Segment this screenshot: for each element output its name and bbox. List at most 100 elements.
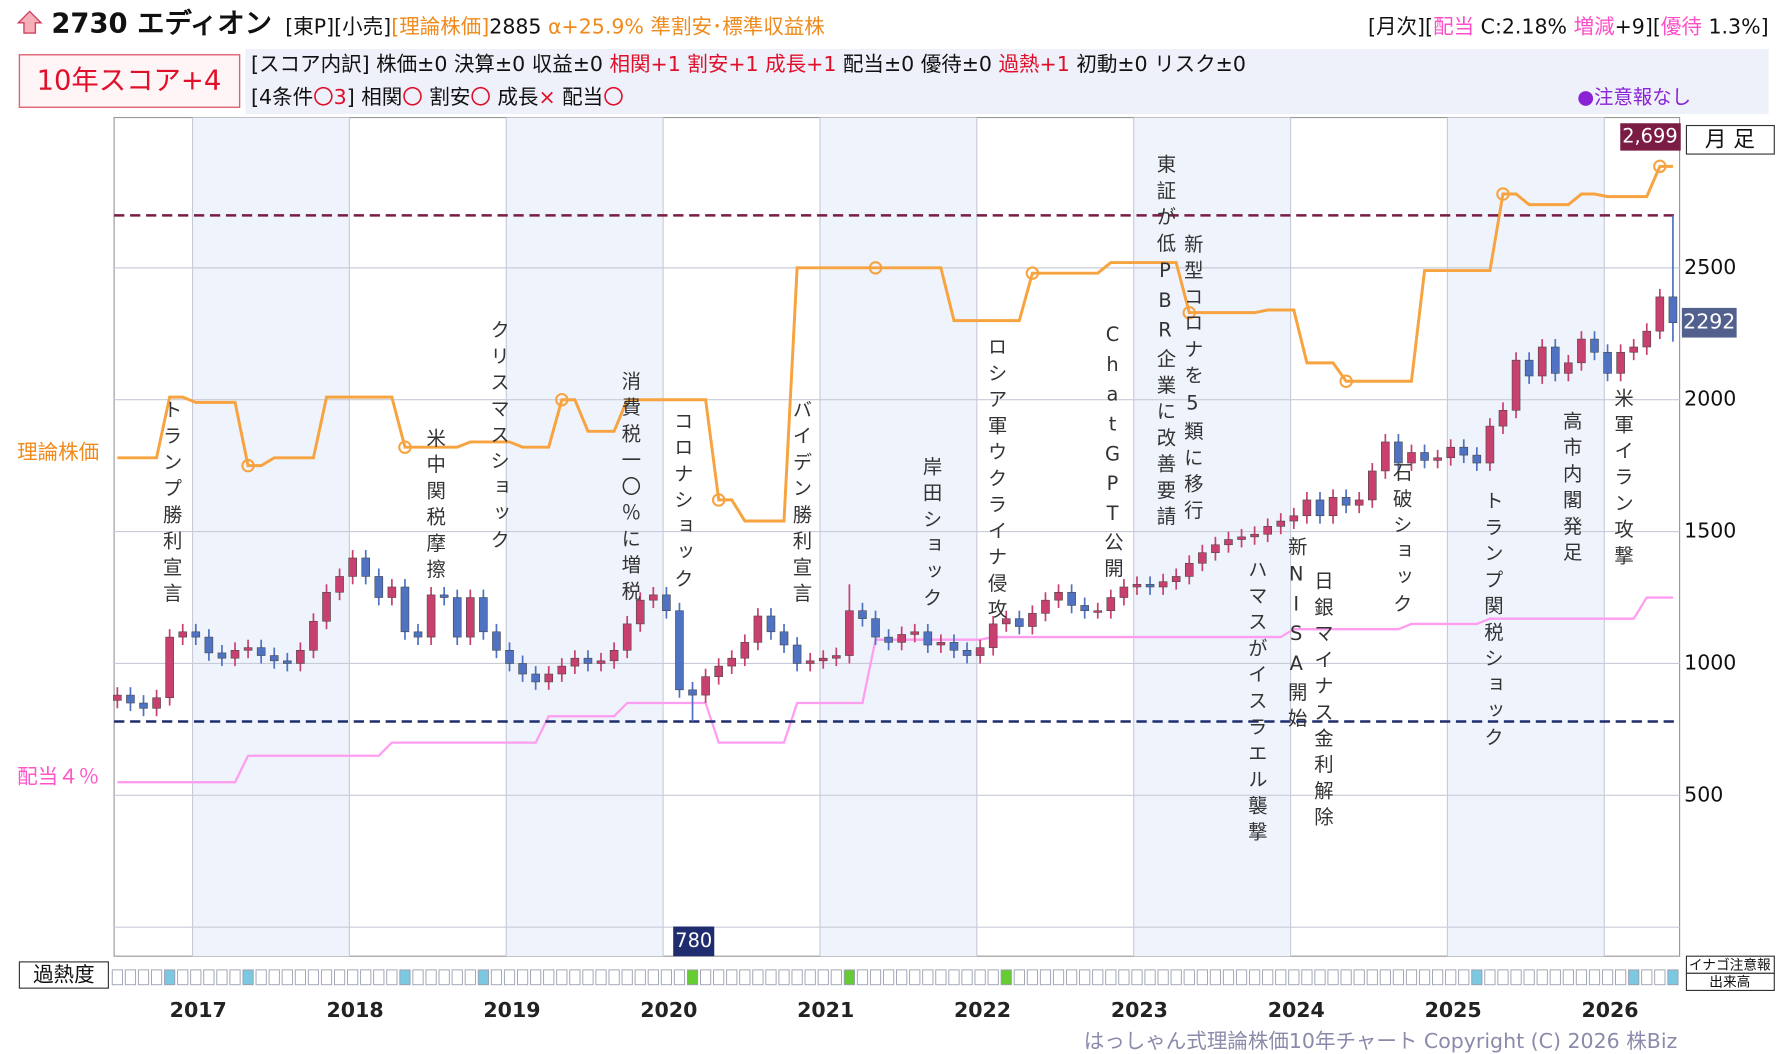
monthly-info-part: C:2.18% (1474, 14, 1573, 38)
candle-body (1302, 499, 1312, 517)
update-marker (868, 261, 883, 275)
overheat-cell (1615, 969, 1627, 986)
overheat-cell (621, 969, 633, 986)
candle-body (1067, 591, 1076, 606)
header-info-part: 2885 (489, 14, 541, 38)
overheat-cell (1013, 969, 1025, 986)
candle-body (322, 591, 331, 622)
year-band (192, 117, 350, 957)
overheat-cell (490, 969, 503, 986)
score-breakdown-part: 初動±0 リスク±0 (1070, 52, 1246, 76)
x-tick-label: 2017 (170, 998, 227, 1022)
candle-body (243, 647, 253, 651)
candle-body (1446, 446, 1455, 459)
overheat-label: 過熱度 (33, 963, 95, 987)
candle-body (792, 644, 802, 664)
x-tick-label: 2020 (640, 998, 697, 1022)
candle-body (1629, 346, 1638, 353)
candle-body (178, 631, 188, 638)
candle-body (1590, 338, 1599, 353)
overheat-cell (909, 969, 921, 986)
y-tick-label: 1000 (1684, 650, 1736, 674)
score-breakdown-part: [スコア内訳] 株価±0 決算±0 収益±0 (251, 52, 610, 76)
overheat-cell (752, 969, 764, 986)
overheat-cell (438, 969, 450, 986)
candle-body (1276, 520, 1286, 527)
year-band (506, 117, 664, 957)
overheat-cell (1026, 969, 1038, 986)
overheat-cell (1588, 969, 1601, 986)
overheat-cell (1484, 969, 1496, 986)
update-marker (1182, 305, 1196, 320)
overheat-cell (150, 969, 163, 986)
event-label: クリスマスショック (487, 320, 510, 556)
overheat-cell (1314, 969, 1326, 986)
update-marker (555, 392, 569, 407)
overheat-cell (229, 969, 241, 986)
overheat-cell (1628, 969, 1640, 986)
overheat-cell (1392, 969, 1405, 986)
conditions-part: 配当 (556, 85, 604, 109)
header-info-part: 準割安･標準収益株 (644, 14, 825, 38)
candle-body (1041, 599, 1050, 614)
candle-body (740, 642, 750, 659)
copyright: はっしゃん式理論株価10年チャート Copyright (C) 2026 株Bi… (1084, 1029, 1678, 1053)
candle-body (701, 676, 710, 696)
candle-body (361, 557, 371, 577)
candle-body (649, 594, 658, 601)
candle-body (1080, 605, 1089, 611)
update-marker (1496, 187, 1510, 201)
candle-body (583, 657, 593, 664)
series-line (117, 164, 1673, 523)
candle-body (1237, 536, 1246, 540)
overheat-cell (987, 969, 999, 986)
overheat-cell (974, 969, 986, 986)
overheat-cell (608, 969, 620, 986)
candle-body (165, 636, 174, 699)
candle-body (1054, 591, 1063, 601)
candle-body (492, 631, 501, 651)
overheat-cell (713, 969, 725, 986)
y-tick-label: 2500 (1684, 255, 1736, 279)
candle-body (113, 694, 122, 701)
overheat-cell (1209, 969, 1221, 986)
candle-body (1367, 470, 1377, 501)
overheat-cell (582, 969, 594, 986)
candle-body (348, 557, 357, 577)
x-tick-label: 2023 (1111, 998, 1168, 1022)
period-label: 月 足 (1705, 127, 1755, 152)
overheat-cell (190, 969, 202, 986)
period-box (1685, 124, 1775, 155)
candle-body (818, 657, 828, 662)
overheat-cell (360, 969, 372, 986)
overheat-cell (242, 969, 254, 986)
overheat-cell (1039, 969, 1052, 986)
update-marker (241, 458, 255, 473)
overheat-cell (647, 969, 659, 986)
candle-body (1119, 586, 1129, 598)
overheat-cell (1405, 969, 1418, 986)
candle-body (1498, 409, 1508, 427)
conditions-part: 〇 (603, 85, 624, 109)
overheat-cell (1262, 969, 1274, 986)
low-box (673, 926, 715, 957)
candle-body (1459, 446, 1469, 456)
overheat-cell (1523, 969, 1535, 986)
monthly-info: [月次][配当 C:2.18% 増減+9][優待 1.3%] (1368, 14, 1769, 38)
header-info-part: [東P][小売] (285, 14, 391, 38)
overheat-cell (922, 969, 934, 986)
overheat-cell (686, 969, 699, 986)
overheat-cell (425, 969, 437, 986)
candle-body (518, 663, 527, 675)
candle-body (858, 610, 867, 619)
candle-body (1550, 346, 1560, 374)
overheat-cell (124, 969, 137, 986)
candle-body (1407, 452, 1416, 464)
candle-body (1354, 499, 1364, 506)
overheat-cell (1432, 969, 1444, 986)
overheat-cell (1105, 969, 1117, 986)
score-breakdown-part: 過熱+1 (999, 52, 1070, 76)
x-tick-label: 2018 (327, 998, 384, 1022)
